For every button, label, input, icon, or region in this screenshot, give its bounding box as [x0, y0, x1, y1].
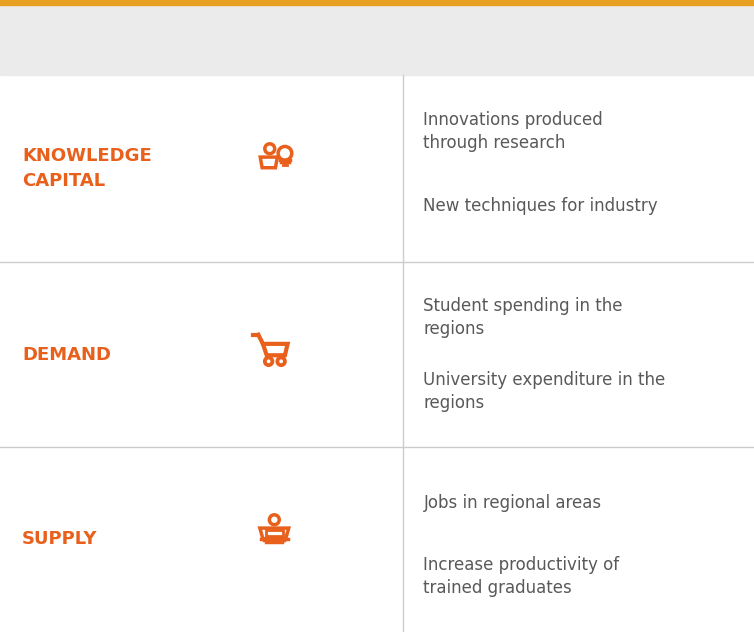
Text: Jobs in regional areas: Jobs in regional areas — [424, 494, 602, 511]
Text: SUPPLY: SUPPLY — [22, 530, 97, 549]
Bar — [0, 5, 754, 75]
Text: New techniques for industry: New techniques for industry — [424, 197, 658, 215]
Text: Effect: Effect — [22, 30, 87, 49]
Text: Activity: Activity — [425, 30, 510, 49]
Bar — [0, 0, 754, 5]
Text: Innovations produced
through research: Innovations produced through research — [424, 111, 603, 152]
Text: KNOWLEDGE
CAPITAL: KNOWLEDGE CAPITAL — [22, 147, 152, 190]
Text: Increase productivity of
trained graduates: Increase productivity of trained graduat… — [424, 556, 620, 597]
Text: Student spending in the
regions: Student spending in the regions — [424, 297, 623, 338]
Text: DEMAND: DEMAND — [22, 346, 111, 363]
Text: University expenditure in the
regions: University expenditure in the regions — [424, 371, 666, 412]
